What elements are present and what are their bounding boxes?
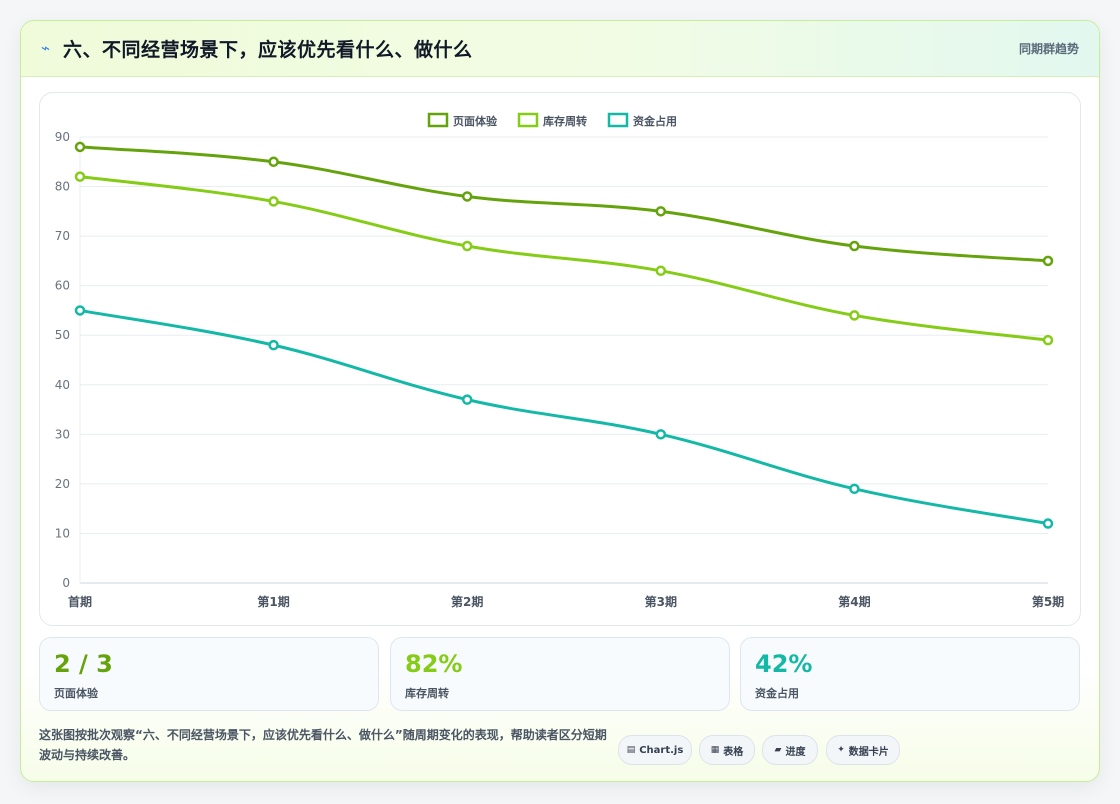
- line-chart: 0 10 20 30 40 50 60 70 80 90 首期 第1期 第2期 第3期 第4期 第5期 页面体验…: [55, 112, 1064, 609]
- series-line-0: [78, 145, 1050, 263]
- y-tick-label: 10: [55, 526, 70, 540]
- data-point: [461, 240, 473, 252]
- data-point: [268, 196, 279, 207]
- y-tick-label: 40: [55, 378, 70, 392]
- stat-value: 42%: [755, 650, 813, 678]
- legend-label: 库存周转: [543, 114, 587, 128]
- data-point: [849, 483, 860, 495]
- y-tick-label: 90: [55, 130, 70, 144]
- card-header: ⌁ 六、不同经营场景下，应该优先看什么、做什么 同期群趋势: [21, 21, 1099, 77]
- x-tick-label: 第1期: [257, 594, 289, 609]
- pill-label: 数据卡片: [848, 746, 889, 758]
- x-tick-label: 第4期: [838, 594, 870, 609]
- legend-label: 资金占用: [633, 114, 677, 128]
- cohort-trend-link[interactable]: 同期群趋势: [1018, 42, 1079, 56]
- x-tick-label: 第2期: [451, 594, 483, 609]
- data-point: [655, 206, 667, 217]
- x-tick-label: 第3期: [645, 594, 677, 609]
- data-point: [849, 240, 860, 252]
- lightning-icon: ⌁: [41, 39, 51, 57]
- data-point: [461, 191, 473, 202]
- data-point: [655, 429, 667, 440]
- data-point: [1042, 334, 1054, 346]
- pill-label: 进度: [785, 746, 806, 758]
- stat-card-inventory-turnover: 82% 库存周转: [390, 637, 730, 711]
- legend-label: 页面体验: [453, 114, 498, 128]
- sparkle-icon: ✦: [837, 745, 845, 755]
- chart-panel: 0 10 20 30 40 50 60 70 80 90 首期 第1期 第2期 第3期 第4期 第5期 页面体验…: [39, 92, 1081, 626]
- data-point: [268, 339, 279, 351]
- legend-swatch: [517, 112, 539, 128]
- pill-label: 表格: [723, 746, 744, 758]
- footer-note: 这张图按批次观察“六、不同经营场景下，应该优先看什么、做什么”随周期变化的表现，…: [39, 728, 607, 762]
- trend-card: ⌁ 六、不同经营场景下，应该优先看什么、做什么 同期群趋势 0 10 20 30 40 5…: [20, 20, 1100, 782]
- pill-data-cards[interactable]: ✦ 数据卡片: [826, 735, 900, 765]
- y-tick-label: 60: [55, 279, 70, 293]
- data-point: [655, 265, 667, 277]
- progress-icon: ▰: [774, 745, 782, 755]
- data-point: [849, 310, 860, 321]
- x-tick-label: 首期: [68, 594, 92, 609]
- page-title: 六、不同经营场景下，应该优先看什么、做什么: [63, 39, 473, 61]
- stat-label: 页面体验: [54, 687, 98, 700]
- data-point: [268, 156, 279, 168]
- y-tick-label: 50: [55, 328, 70, 342]
- stat-card-capital-occupation: 42% 资金占用: [740, 637, 1080, 711]
- data-point: [74, 171, 86, 182]
- y-tick-label: 20: [55, 477, 70, 491]
- y-tick-label: 70: [55, 229, 70, 243]
- chart-icon: ▤: [626, 745, 636, 755]
- data-point: [74, 141, 86, 153]
- stat-card-page-experience: 2 / 3 页面体验: [39, 637, 379, 711]
- data-point: [1042, 255, 1054, 267]
- data-point: [74, 305, 86, 316]
- stat-label: 资金占用: [755, 687, 799, 700]
- pill-progress[interactable]: ▰ 进度: [762, 735, 818, 765]
- data-point: [1042, 518, 1054, 529]
- table-icon: ▦: [710, 745, 720, 755]
- stat-label: 库存周转: [405, 687, 449, 700]
- legend-swatch: [427, 112, 449, 128]
- series-line-1: [78, 175, 1050, 342]
- x-tick-label: 第5期: [1032, 594, 1064, 609]
- pill-table[interactable]: ▦ 表格: [699, 735, 755, 765]
- y-tick-label: 80: [55, 180, 70, 194]
- stat-value: 2 / 3: [54, 650, 113, 678]
- legend-swatch: [607, 112, 629, 128]
- y-tick-label: 0: [62, 576, 70, 590]
- data-point: [461, 394, 473, 405]
- y-tick-label: 30: [55, 427, 70, 441]
- series-line-2: [78, 308, 1050, 526]
- pill-chartjs[interactable]: ▤ Chart.js: [618, 735, 692, 765]
- pill-label: Chart.js: [639, 744, 684, 756]
- stat-value: 82%: [405, 650, 463, 678]
